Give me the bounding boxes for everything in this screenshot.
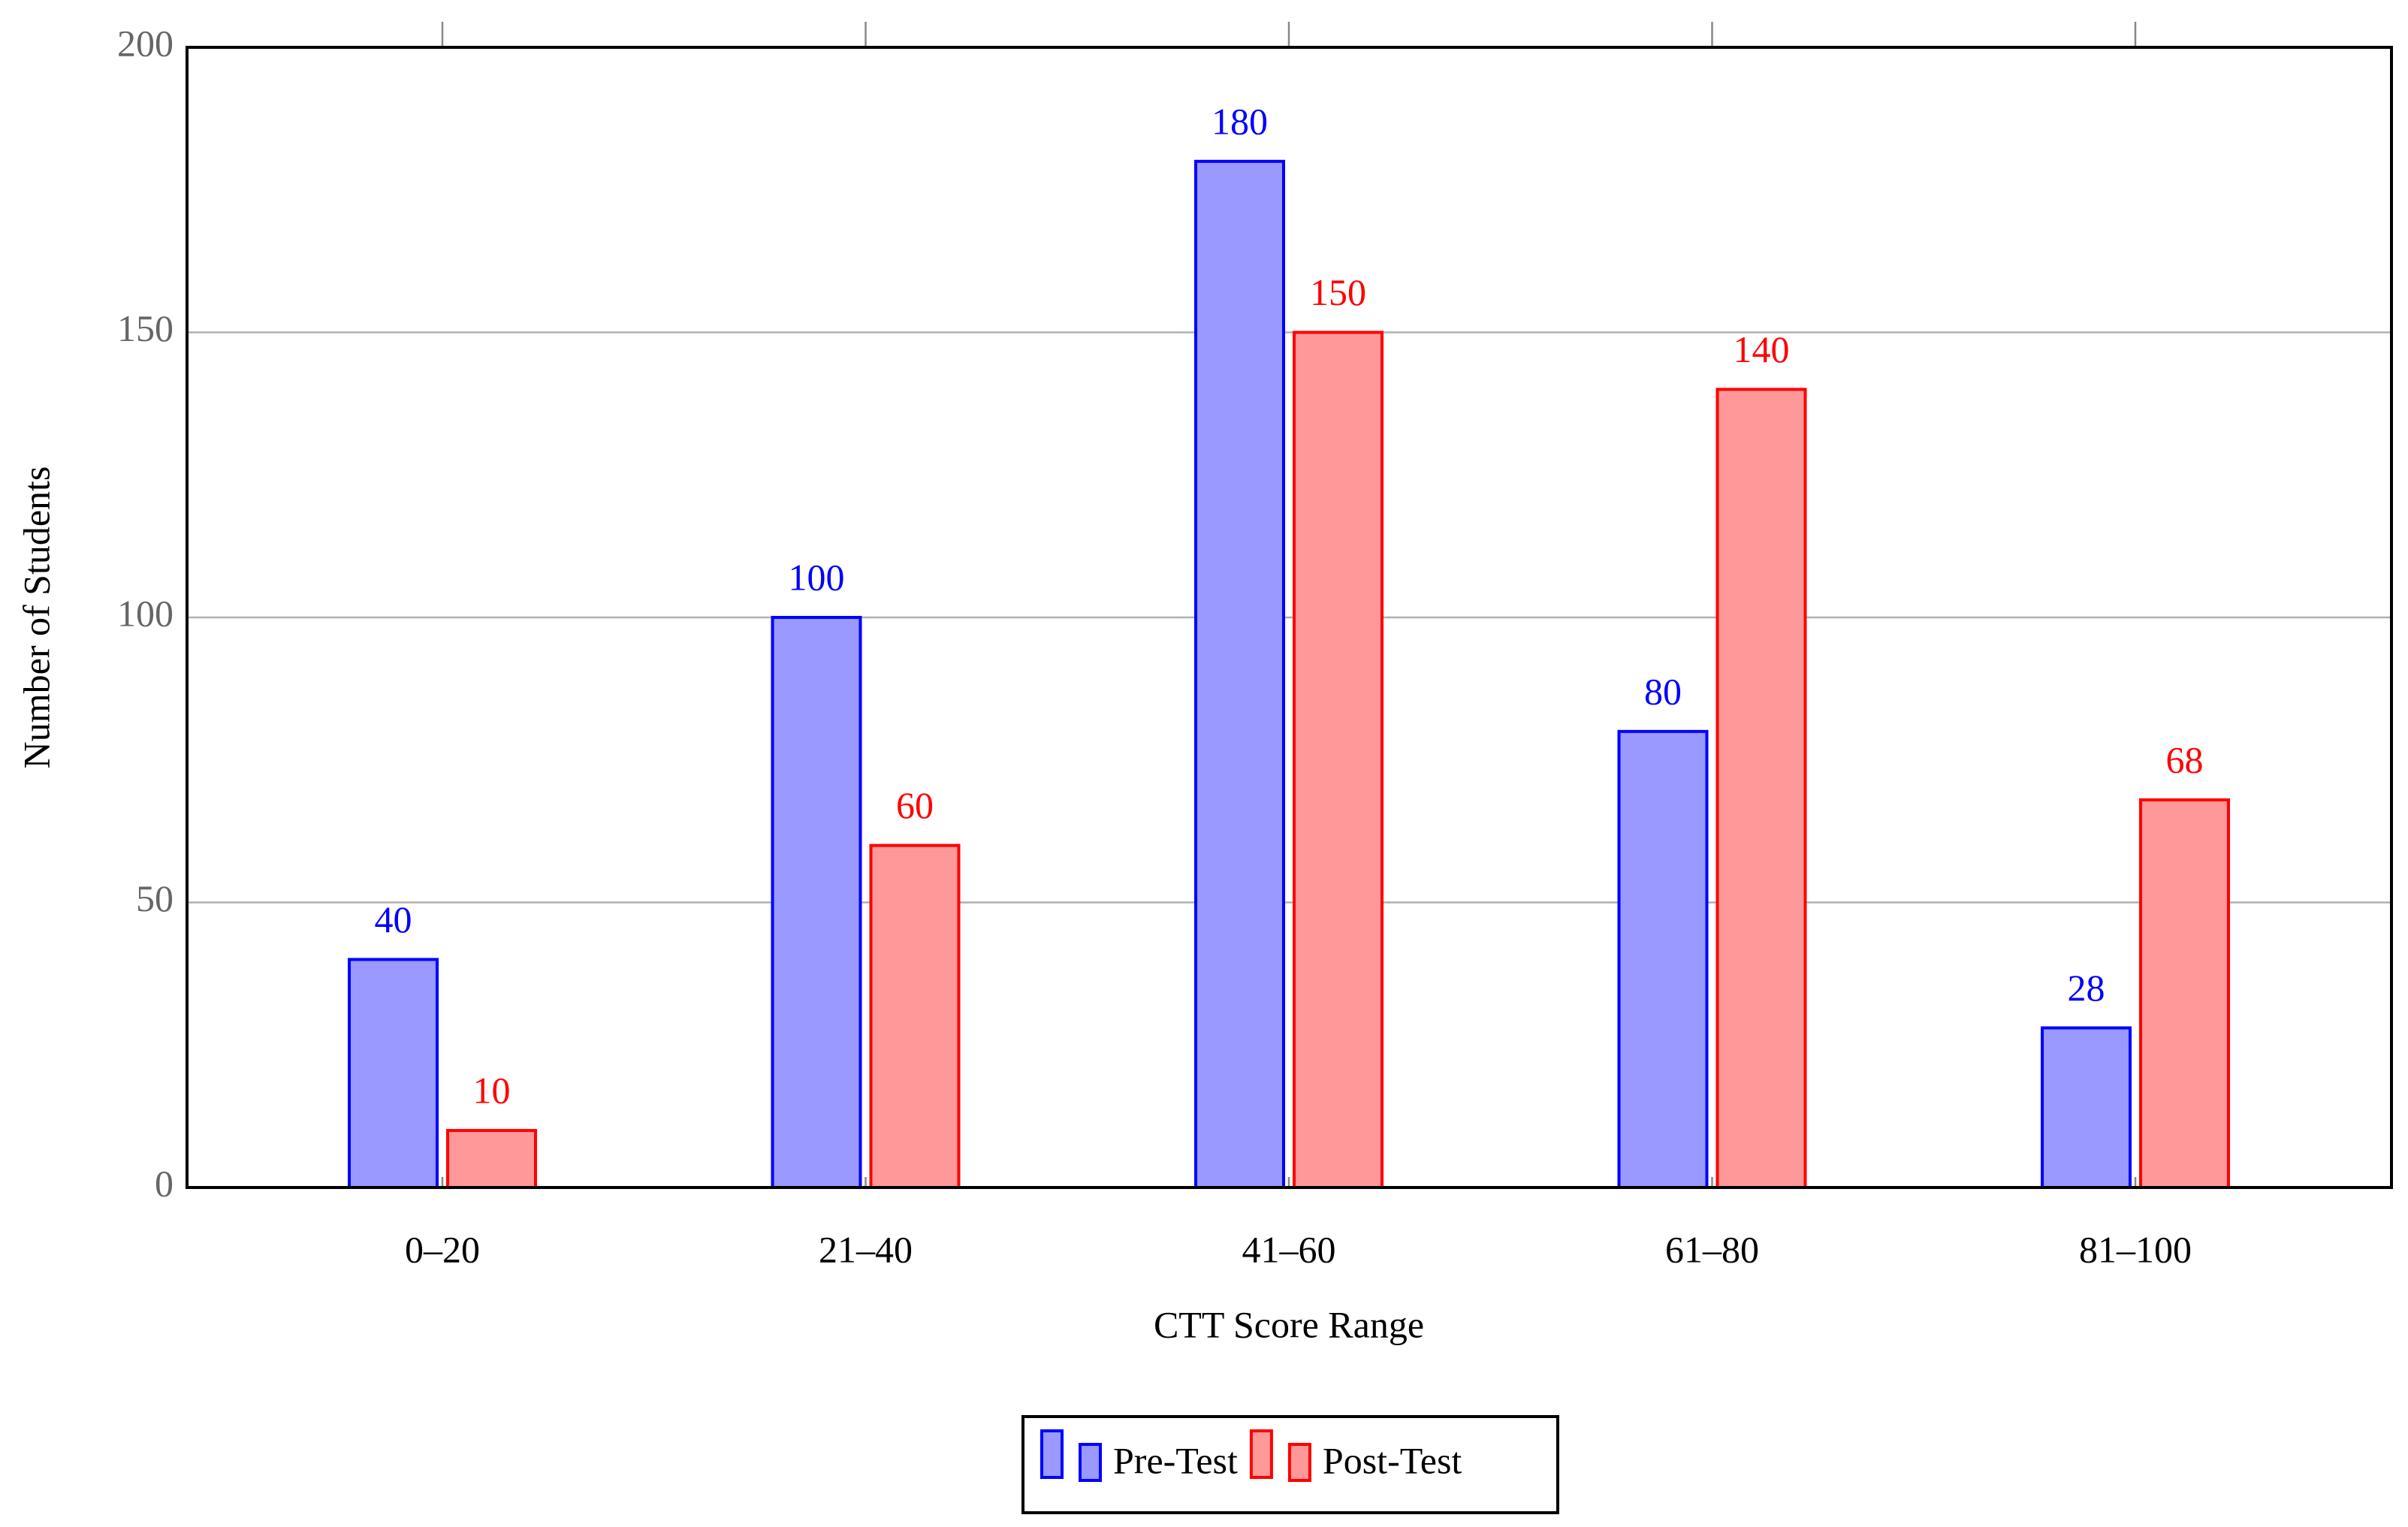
data-label: 80 (1644, 670, 1682, 712)
y-axis-label: Number of Students (15, 466, 57, 769)
bar (1293, 330, 1384, 1189)
bar (348, 958, 439, 1190)
y-tick-label: 200 (117, 22, 174, 64)
x-tick-label: 41–60 (1242, 1228, 1336, 1270)
legend-swatch (1249, 1429, 1273, 1479)
bar (1617, 729, 1709, 1189)
legend-label: Post-Test (1323, 1439, 1462, 1481)
legend-label: Pre-Test (1113, 1439, 1238, 1481)
data-label: 68 (2166, 738, 2204, 780)
legend-swatch (1079, 1443, 1102, 1482)
y-tick-label: 50 (136, 877, 174, 919)
legend-swatch (1040, 1429, 1064, 1479)
data-label: 40 (375, 898, 412, 940)
bar (1194, 159, 1285, 1189)
plot-frame (186, 46, 2393, 1189)
y-tick-label: 0 (155, 1162, 174, 1204)
x-tick-label: 61–80 (1665, 1228, 1759, 1270)
bar (1715, 388, 1807, 1189)
legend-swatch (1287, 1443, 1311, 1482)
bar (869, 843, 961, 1189)
data-label: 140 (1734, 328, 1790, 370)
y-tick-label: 150 (117, 307, 174, 349)
data-label: 60 (896, 784, 934, 826)
data-label: 180 (1212, 100, 1268, 142)
x-tick-label: 0–20 (405, 1228, 480, 1270)
x-tick-label: 21–40 (819, 1228, 913, 1270)
bar (2139, 798, 2230, 1189)
x-axis-label: CTT Score Range (1154, 1303, 1424, 1345)
x-tick-label: 81–100 (2079, 1228, 2192, 1270)
bar (2041, 1026, 2132, 1189)
y-tick-label: 100 (117, 592, 174, 634)
data-label: 10 (473, 1070, 511, 1112)
data-label: 28 (2068, 967, 2105, 1009)
bar (446, 1129, 537, 1189)
data-label: 150 (1310, 271, 1366, 313)
bar (771, 616, 862, 1189)
data-label: 100 (789, 556, 845, 598)
